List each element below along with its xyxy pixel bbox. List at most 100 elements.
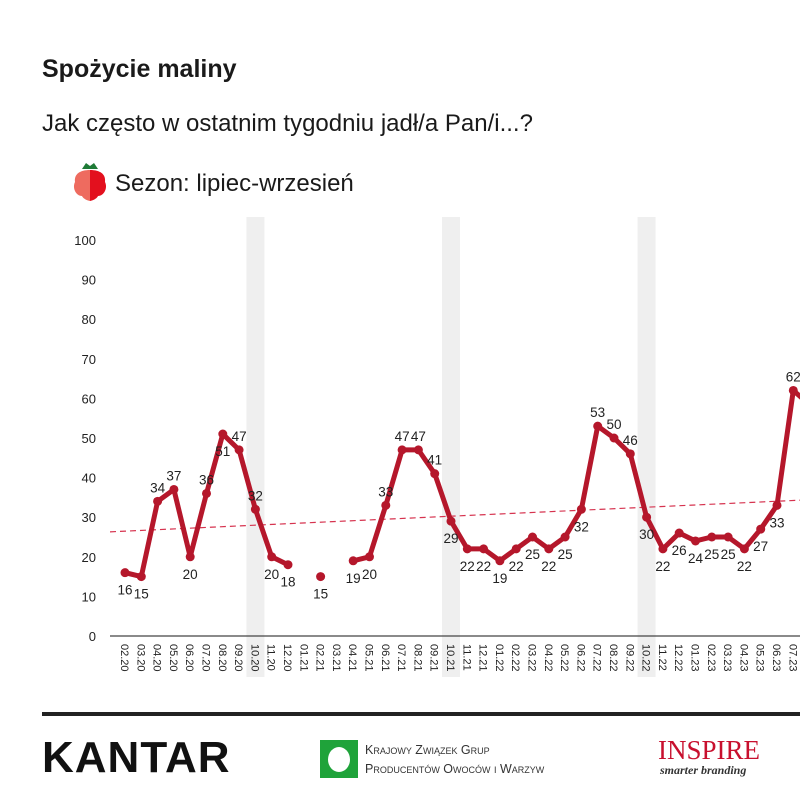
data-point [202, 488, 211, 498]
data-point [153, 496, 163, 506]
data-label: 22 [737, 559, 752, 574]
y-tick-label: 0 [89, 629, 96, 644]
data-point [462, 544, 472, 554]
x-tick-label: 06.20 [183, 644, 195, 672]
data-point [691, 536, 700, 546]
x-tick-label: 06.21 [379, 644, 391, 672]
x-tick-label: 07.22 [591, 644, 603, 672]
x-tick-label: 07.20 [200, 644, 212, 672]
season-label: Sezon: lipiec-wrzesień [115, 170, 354, 197]
data-label: 22 [655, 559, 670, 574]
y-tick-label: 90 [82, 273, 96, 288]
data-point [267, 552, 277, 562]
data-label: 25 [721, 547, 736, 562]
data-point [576, 504, 586, 514]
data-label: 16 [117, 583, 132, 598]
x-tick-label: 02.22 [509, 644, 521, 672]
x-tick-label: 05.22 [558, 644, 570, 672]
data-point [397, 445, 407, 455]
data-label: 37 [166, 468, 181, 483]
data-label: 41 [427, 453, 442, 468]
y-tick-label: 60 [82, 391, 96, 406]
data-point [707, 532, 717, 542]
data-label: 22 [476, 559, 491, 574]
data-point [479, 544, 489, 554]
x-tick-label: 03.21 [330, 644, 342, 672]
data-label: 47 [395, 429, 410, 444]
x-tick-label: 09.22 [623, 644, 635, 672]
y-tick-label: 20 [82, 550, 96, 565]
kantar-logo: KANTAR [42, 733, 231, 782]
data-label: 30 [639, 527, 654, 542]
y-tick-label: 70 [82, 352, 96, 367]
x-tick-label: 12.22 [672, 644, 684, 672]
strawberry-raspberry-icon [73, 163, 107, 201]
x-tick-label: 10.20 [248, 644, 260, 672]
x-tick-label: 07.21 [395, 644, 407, 672]
data-label: 53 [590, 405, 605, 420]
x-tick-label: 08.22 [607, 644, 619, 672]
kzgp-line1: Krajowy Związek Grup [365, 743, 490, 757]
season-band [442, 217, 460, 677]
data-point [772, 500, 782, 510]
data-point [413, 445, 423, 455]
data-label: 24 [688, 551, 704, 566]
x-tick-label: 11.20 [265, 644, 277, 671]
data-point [642, 512, 652, 522]
data-point [658, 544, 668, 554]
series-line [352, 390, 796, 564]
data-label: 25 [525, 547, 540, 562]
y-tick-label: 50 [82, 431, 96, 446]
x-tick-label: 12.20 [281, 644, 293, 672]
kzgp-logo-text: Krajowy Związek Grup Producentów Owoców … [365, 741, 544, 779]
x-tick-label: 05.20 [167, 644, 179, 672]
data-point [674, 528, 684, 538]
data-label: 29 [443, 531, 458, 546]
x-tick-label: 01.22 [493, 644, 505, 672]
x-tick-label: 01.21 [297, 644, 309, 672]
data-point [511, 544, 521, 554]
data-point [169, 484, 179, 494]
x-tick-label: 04.21 [346, 644, 358, 672]
page-subtitle: Jak często w ostatnim tygodniu jadł/a Pa… [42, 110, 533, 137]
data-label: 20 [264, 567, 279, 582]
x-tick-label: 11.22 [656, 644, 668, 671]
data-label: 47 [411, 429, 426, 444]
data-label: 25 [558, 547, 573, 562]
trend-line [109, 499, 800, 533]
x-tick-label: 10.22 [640, 644, 652, 672]
data-label: 47 [232, 429, 247, 444]
x-tick-label: 01.23 [689, 644, 701, 672]
x-tick-label: 06.23 [770, 644, 782, 672]
data-point [495, 556, 505, 566]
data-label: 22 [541, 559, 556, 574]
y-tick-label: 30 [82, 510, 96, 525]
x-tick-label: 04.20 [151, 644, 163, 672]
x-tick-label: 06.22 [574, 644, 586, 672]
data-label: 22 [509, 559, 524, 574]
y-tick-label: 100 [74, 233, 96, 248]
line-chart: 0 10 20 30 40 50 60 70 80 90 100 02.20 03.20 04.20 05.… [74, 217, 800, 677]
data-label: 22 [460, 559, 475, 574]
data-point [528, 532, 537, 542]
data-label: 62 [786, 369, 800, 384]
data-point [625, 449, 635, 459]
x-tick-label: 08.21 [411, 644, 423, 672]
data-point [348, 556, 358, 566]
data-label: 33 [378, 484, 393, 499]
data-label: 19 [346, 571, 361, 586]
data-label: 46 [623, 433, 638, 448]
x-tick-label: 07.23 [786, 644, 798, 672]
data-point [136, 572, 146, 582]
data-label: 33 [769, 515, 784, 530]
data-label: 36 [199, 472, 214, 487]
y-tick-label: 80 [82, 312, 96, 327]
data-point [544, 544, 554, 554]
data-point [593, 421, 603, 431]
data-point [723, 532, 733, 542]
data-point [365, 552, 374, 562]
x-tick-label: 09.21 [428, 644, 440, 672]
y-tick-label: 10 [82, 589, 96, 604]
data-point [609, 433, 619, 443]
data-point [739, 544, 749, 554]
